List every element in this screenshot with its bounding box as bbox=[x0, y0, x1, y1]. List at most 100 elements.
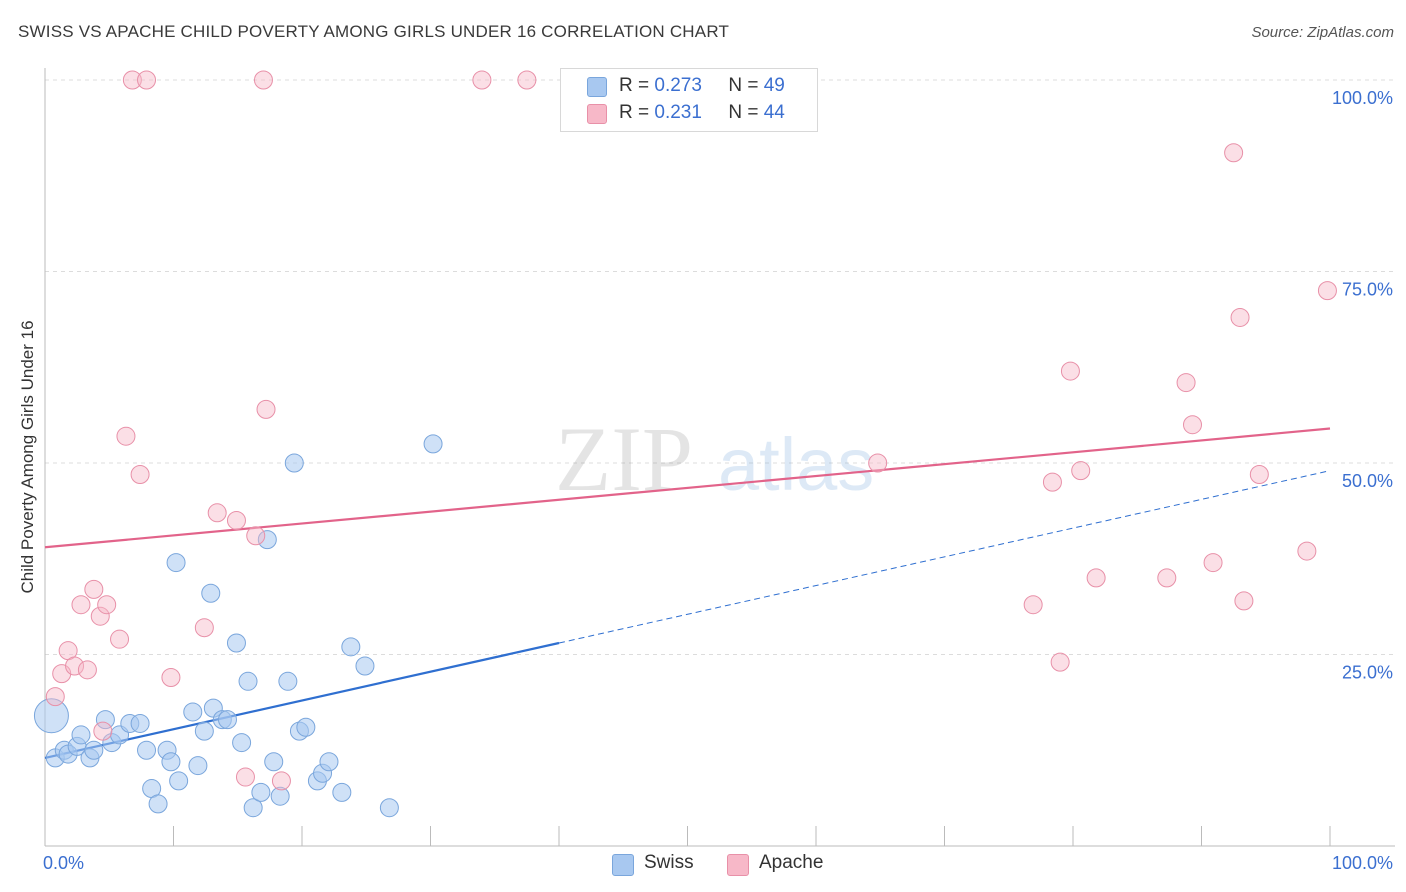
data-point-swiss bbox=[251, 782, 271, 802]
data-point-apache bbox=[110, 629, 130, 649]
series-apache bbox=[45, 70, 1337, 791]
data-point-swiss bbox=[95, 710, 115, 730]
gridlines bbox=[45, 79, 1395, 655]
data-point-apache bbox=[1230, 307, 1250, 327]
scatter-points bbox=[33, 70, 1337, 818]
legend-n-value-apache: 44 bbox=[763, 102, 785, 123]
data-point-apache bbox=[1042, 472, 1062, 492]
data-point-apache bbox=[77, 660, 97, 680]
data-point-apache bbox=[137, 70, 157, 90]
data-point-swiss bbox=[232, 733, 252, 753]
bottom-legend-label-swiss: Swiss bbox=[644, 852, 694, 873]
data-point-apache bbox=[1183, 415, 1203, 435]
legend-n-value-swiss: 49 bbox=[763, 75, 785, 96]
data-point-swiss bbox=[257, 530, 277, 550]
data-point-apache bbox=[1234, 591, 1254, 611]
data-point-apache bbox=[472, 70, 492, 90]
data-point-swiss bbox=[148, 794, 168, 814]
data-point-swiss bbox=[84, 740, 104, 760]
data-point-apache bbox=[65, 656, 85, 676]
data-point-swiss bbox=[130, 713, 150, 733]
data-point-apache bbox=[226, 510, 246, 530]
data-point-apache bbox=[97, 595, 117, 615]
y-tick-label: 100.0% bbox=[1332, 88, 1393, 108]
data-point-apache bbox=[1176, 373, 1196, 393]
chart-title: SWISS VS APACHE CHILD POVERTY AMONG GIRL… bbox=[18, 22, 730, 41]
data-point-swiss bbox=[423, 434, 443, 454]
trend-line-swiss-extrapolated bbox=[558, 470, 1331, 644]
trend-line-swiss bbox=[44, 641, 560, 759]
data-point-apache bbox=[271, 771, 291, 791]
data-point-swiss bbox=[278, 671, 298, 691]
bottom-legend-swatch-apache bbox=[727, 854, 749, 876]
data-point-apache bbox=[1086, 568, 1106, 588]
legend-swatch-swiss bbox=[587, 77, 607, 97]
data-point-swiss bbox=[264, 752, 284, 772]
data-point-swiss bbox=[201, 583, 221, 603]
data-point-swiss bbox=[33, 698, 69, 734]
data-point-swiss bbox=[341, 637, 361, 657]
data-point-swiss bbox=[319, 752, 339, 772]
data-point-apache bbox=[1157, 568, 1177, 588]
data-point-swiss bbox=[243, 798, 263, 818]
data-point-apache bbox=[122, 70, 142, 90]
data-point-swiss bbox=[217, 710, 237, 730]
data-point-swiss bbox=[71, 725, 91, 745]
data-point-apache bbox=[194, 618, 214, 638]
x-tick-label: 100.0% bbox=[1332, 853, 1393, 873]
data-point-apache bbox=[130, 464, 150, 484]
data-point-apache bbox=[517, 70, 537, 90]
data-point-apache bbox=[93, 721, 113, 741]
x-tick-label: 0.0% bbox=[43, 853, 84, 873]
data-point-swiss bbox=[137, 740, 157, 760]
data-point-apache bbox=[71, 595, 91, 615]
y-tick-label: 50.0% bbox=[1342, 471, 1393, 491]
watermark-atlas: atlas bbox=[718, 423, 874, 506]
data-point-swiss bbox=[270, 786, 290, 806]
data-point-apache bbox=[1224, 143, 1244, 163]
legend-n-label: N = bbox=[728, 75, 759, 96]
tick-labels: 100.0% 75.0% 50.0% 25.0% 0.0% 100.0% bbox=[43, 88, 1393, 873]
data-point-swiss bbox=[355, 656, 375, 676]
data-point-apache bbox=[868, 453, 888, 473]
data-point-swiss bbox=[166, 553, 186, 573]
data-point-apache bbox=[1249, 464, 1269, 484]
data-point-apache bbox=[1023, 595, 1043, 615]
data-point-swiss bbox=[169, 771, 189, 791]
data-point-swiss bbox=[379, 798, 399, 818]
legend-n-label: N = bbox=[728, 102, 759, 123]
data-point-swiss bbox=[284, 453, 304, 473]
legend-swatch-apache bbox=[587, 104, 607, 124]
legend: R = 0.273 N = 49 R = 0.231 N = 44 bbox=[560, 68, 818, 132]
data-point-apache bbox=[161, 667, 181, 687]
data-point-swiss bbox=[161, 752, 181, 772]
data-point-swiss bbox=[226, 633, 246, 653]
data-point-apache bbox=[253, 70, 273, 90]
data-point-apache bbox=[116, 426, 136, 446]
data-point-apache bbox=[207, 503, 227, 523]
series-swiss bbox=[33, 434, 443, 818]
legend-r-value-apache: 0.231 bbox=[654, 102, 702, 123]
data-point-apache bbox=[45, 687, 65, 707]
data-point-swiss bbox=[332, 782, 352, 802]
source-label: Source: ZipAtlas.com bbox=[1251, 24, 1394, 41]
data-point-swiss bbox=[188, 756, 208, 776]
data-point-apache bbox=[1060, 361, 1080, 381]
data-point-swiss bbox=[183, 702, 203, 722]
legend-r-label: R = bbox=[619, 75, 650, 96]
y-tick-label: 75.0% bbox=[1342, 280, 1393, 300]
data-point-apache bbox=[1203, 553, 1223, 573]
data-point-swiss bbox=[194, 721, 214, 741]
data-point-apache bbox=[1050, 652, 1070, 672]
data-point-apache bbox=[1317, 281, 1337, 301]
y-axis-label: Child Poverty Among Girls Under 16 bbox=[18, 320, 37, 594]
legend-r-value-swiss: 0.273 bbox=[654, 75, 702, 96]
data-point-swiss bbox=[296, 717, 316, 737]
data-point-apache bbox=[84, 579, 104, 599]
legend-r-label: R = bbox=[619, 102, 650, 123]
bottom-legend-label-apache: Apache bbox=[759, 852, 824, 873]
y-tick-label: 25.0% bbox=[1342, 663, 1393, 683]
data-point-apache bbox=[246, 526, 266, 546]
bottom-legend-swatch-swiss bbox=[612, 854, 634, 876]
